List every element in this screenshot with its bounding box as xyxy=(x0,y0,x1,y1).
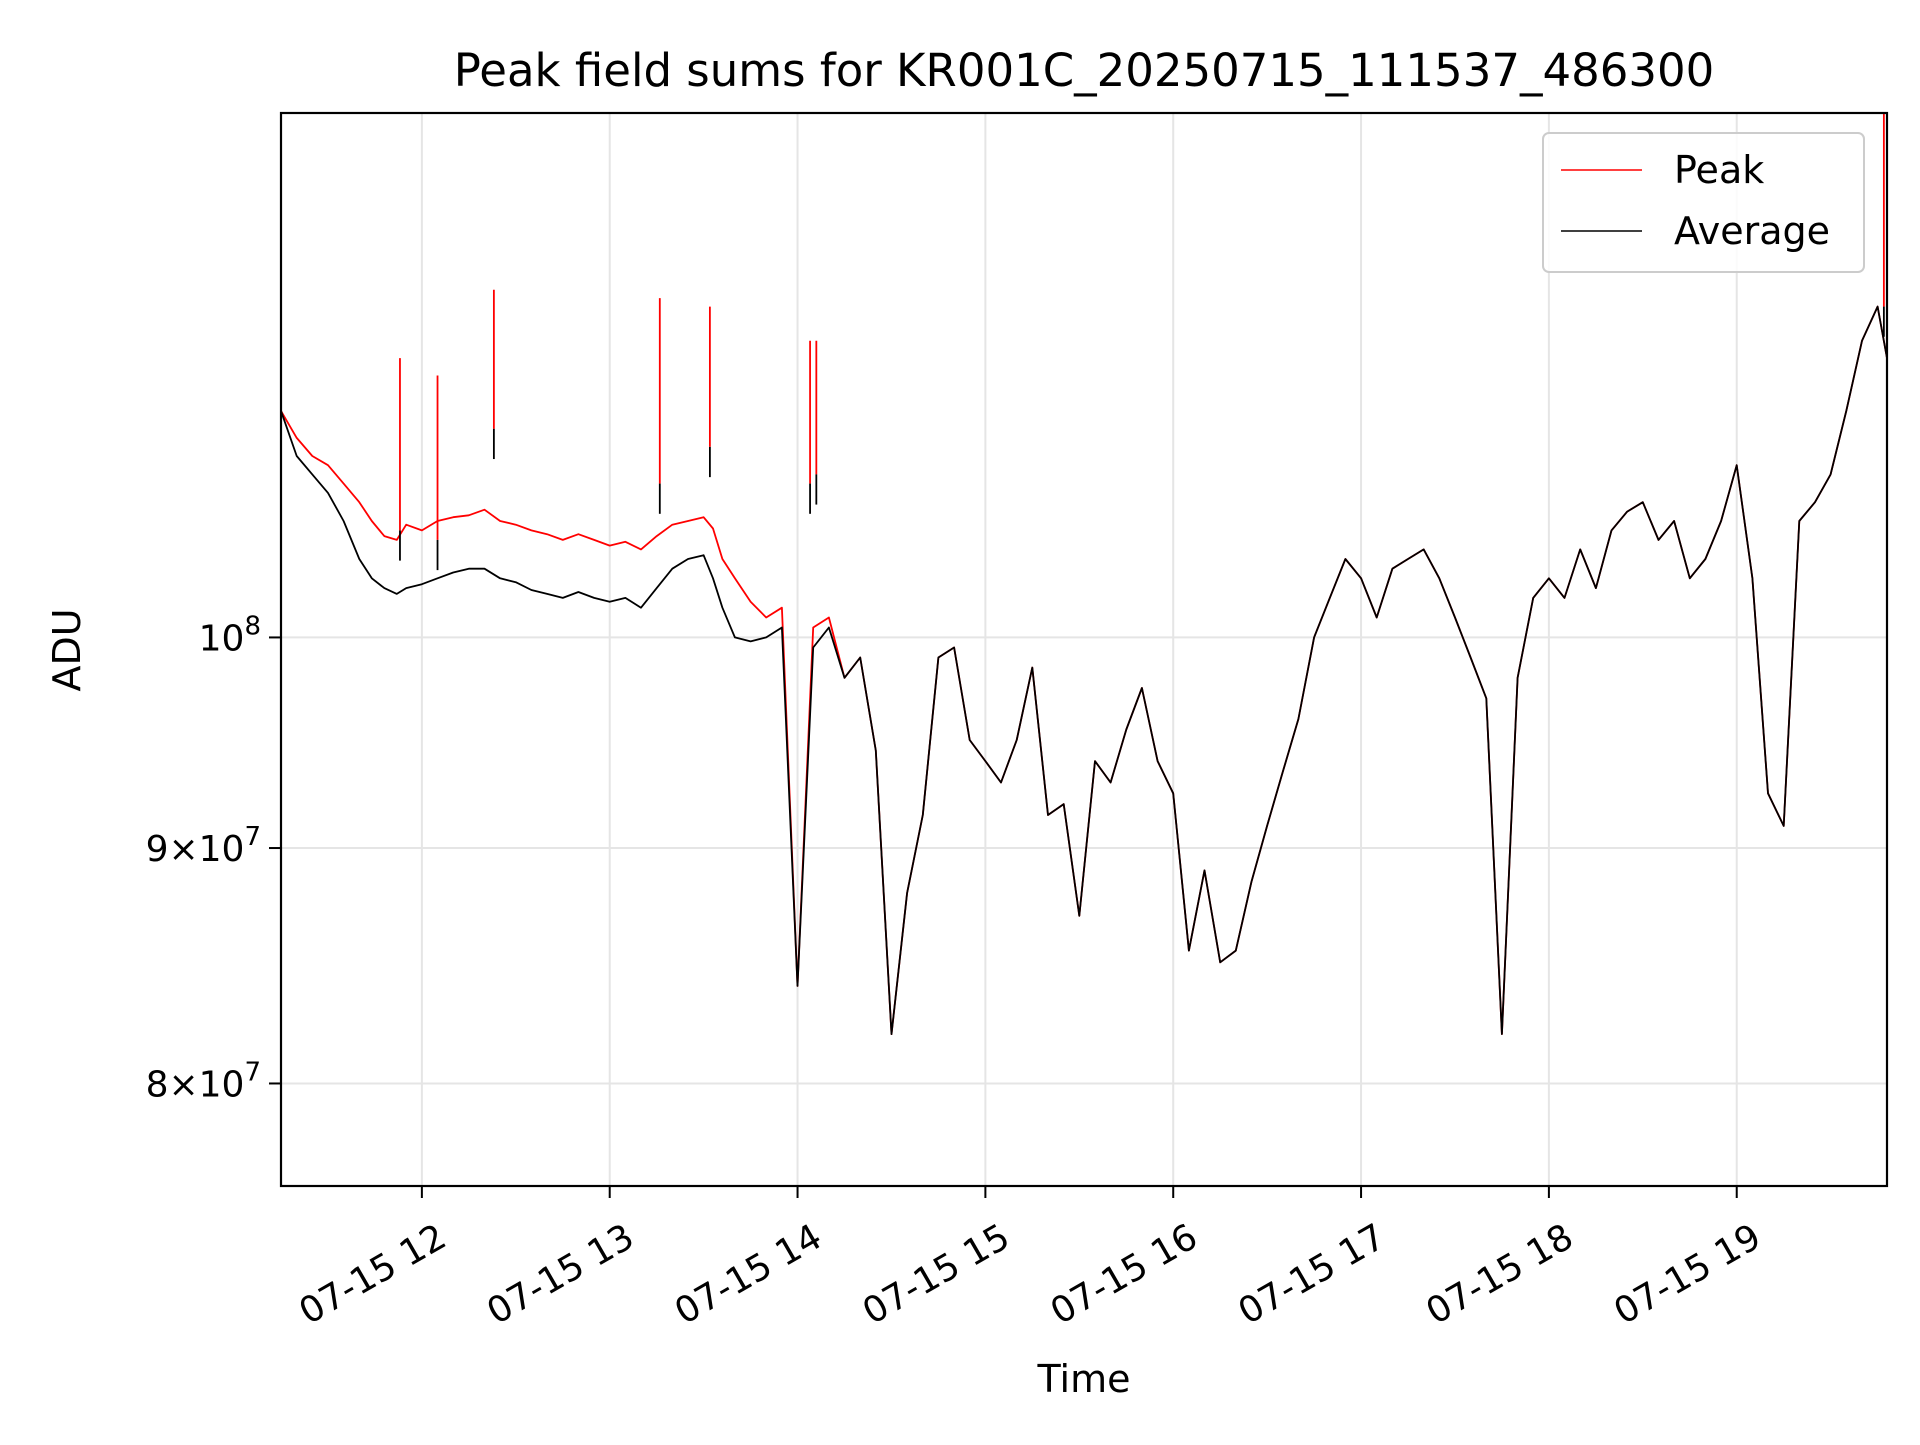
legend: Peak Average xyxy=(1542,132,1865,273)
chart-title: Peak field sums for KR001C_20250715_1115… xyxy=(454,44,1714,97)
x-tick-label: 07-15 13 xyxy=(480,1216,641,1332)
x-axis-label: Time xyxy=(1037,1357,1131,1401)
x-tick-label: 07-15 14 xyxy=(668,1216,829,1332)
x-tick-label: 07-15 17 xyxy=(1232,1216,1393,1332)
x-tick-label: 07-15 19 xyxy=(1607,1216,1768,1332)
x-tick-label: 07-15 18 xyxy=(1420,1216,1581,1332)
series-line-average xyxy=(280,305,1888,1035)
series-line-peak xyxy=(280,305,1888,1035)
legend-box xyxy=(1542,132,1865,273)
y-tick-label: 108 xyxy=(199,611,261,659)
plot-frame xyxy=(279,111,1889,1188)
legend-label-average: Average xyxy=(1674,209,1830,253)
y-axis: 108 9×107 8×107 xyxy=(146,611,281,1105)
y-tick-label: 9×107 xyxy=(146,822,261,870)
grid xyxy=(281,113,1887,1186)
x-axis: 07-15 12 07-15 13 07-15 14 07-15 15 07-15 16… xyxy=(292,1186,1768,1333)
series-layer xyxy=(280,113,1888,1035)
y-tick-label: 8×107 xyxy=(146,1057,261,1105)
x-tick-label: 07-15 12 xyxy=(292,1216,453,1332)
legend-label-peak: Peak xyxy=(1674,148,1764,192)
x-tick-label: 07-15 15 xyxy=(856,1216,1017,1332)
x-tick-label: 07-15 16 xyxy=(1044,1216,1205,1332)
y-axis-label: ADU xyxy=(45,608,89,691)
